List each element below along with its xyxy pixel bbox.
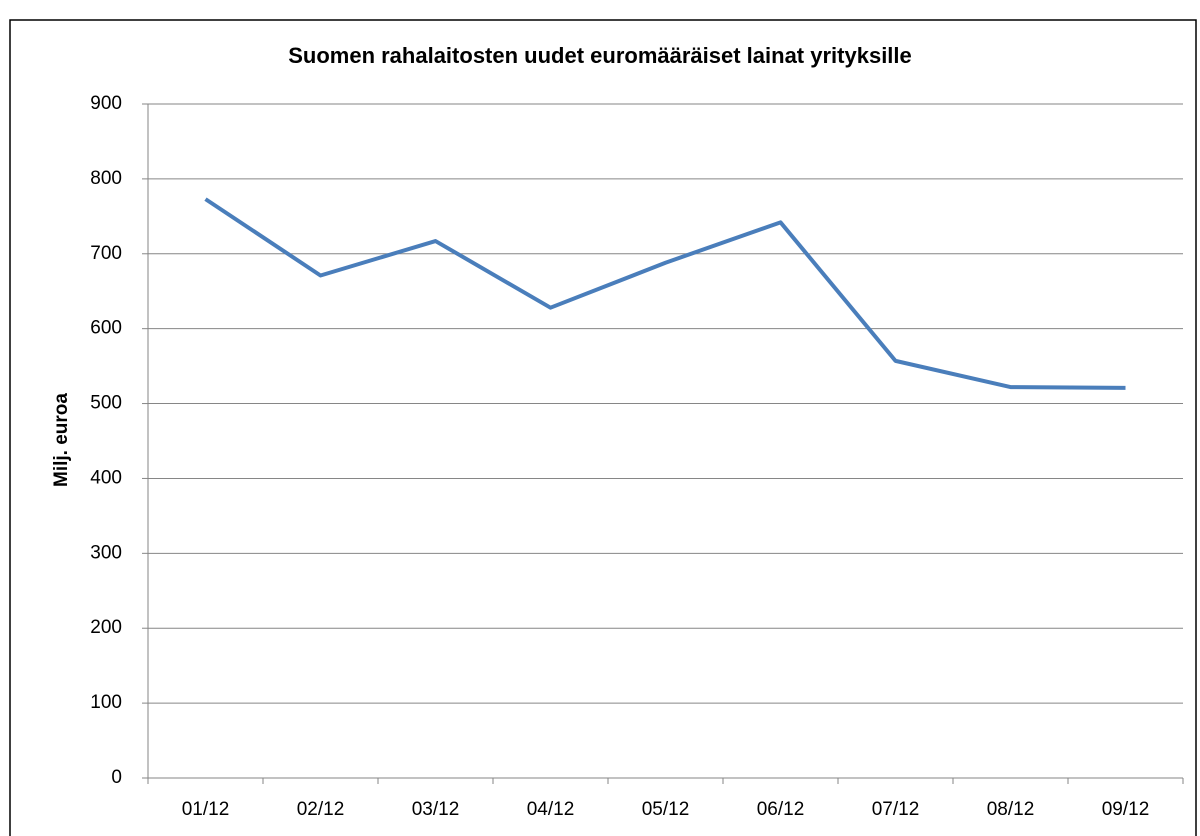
y-tick-label: 900	[90, 93, 122, 114]
y-tick-label: 300	[90, 542, 122, 563]
y-tick-label: 0	[111, 767, 122, 788]
x-tick-label: 09/12	[1102, 799, 1150, 820]
data-line	[204, 197, 1126, 390]
x-tick-label: 01/12	[182, 799, 230, 820]
y-tick-label: 600	[90, 318, 122, 339]
x-tick-label: 03/12	[412, 799, 460, 820]
x-tick-label: 05/12	[642, 799, 690, 820]
x-tick-label: 06/12	[757, 799, 805, 820]
x-tick-label: 08/12	[987, 799, 1035, 820]
y-tick-label: 800	[90, 168, 122, 189]
y-tick-label: 100	[90, 692, 122, 713]
y-tick-label: 500	[90, 393, 122, 414]
x-tick-label: 07/12	[872, 799, 920, 820]
x-tick-label: 04/12	[527, 799, 575, 820]
chart-frame	[9, 19, 1197, 836]
y-tick-label: 700	[90, 243, 122, 264]
y-tick-label: 400	[90, 467, 122, 488]
chart-title: Suomen rahalaitosten uudet euromääräiset…	[288, 43, 912, 68]
y-tick-label: 200	[90, 617, 122, 638]
x-tick-label: 02/12	[297, 799, 345, 820]
y-axis-label: Milj. euroa	[51, 393, 72, 487]
